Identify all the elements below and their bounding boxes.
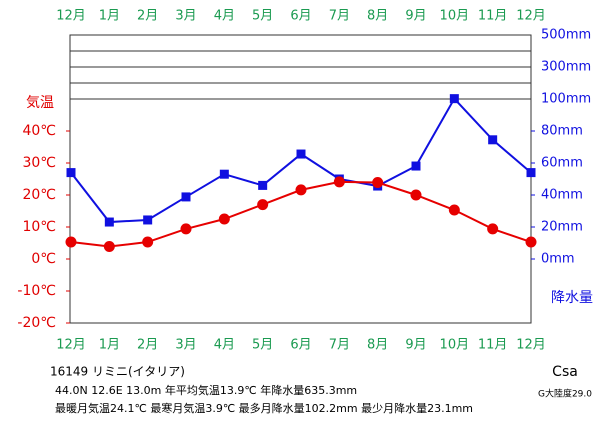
x-tick-label-top: 12月: [516, 9, 546, 24]
extremes-line: 最暖月気温24.1℃ 最寒月気温3.9℃ 最多月降水量102.2mm 最少月降水…: [55, 401, 473, 415]
y2-tick-label: 100mm: [541, 92, 591, 107]
x-tick-label: 7月: [329, 338, 350, 353]
point-marker: [142, 236, 154, 248]
point-marker: [410, 189, 422, 201]
y2-tick-label: 40mm: [541, 188, 583, 203]
x-tick-label: 12月: [516, 338, 546, 353]
x-tick-label: 12月: [56, 338, 86, 353]
y-tick-label: 30℃: [22, 155, 56, 171]
point-marker: [218, 213, 230, 225]
point-marker: [181, 192, 191, 202]
x-tick-label-top: 2月: [137, 9, 158, 24]
point-marker: [103, 241, 115, 253]
point-marker: [411, 161, 421, 171]
point-marker: [219, 169, 229, 179]
x-tick-label: 2月: [137, 338, 158, 353]
y-tick-label: 0℃: [31, 251, 56, 267]
x-tick-label-top: 5月: [252, 9, 273, 24]
y-axis-title: 気温: [26, 95, 54, 111]
y2-tick-label: 80mm: [541, 124, 583, 139]
point-marker: [488, 135, 498, 145]
point-marker: [66, 168, 76, 178]
point-marker: [526, 168, 536, 178]
point-marker: [525, 236, 537, 248]
x-tick-label-top: 11月: [478, 9, 508, 24]
y2-tick-label: 300mm: [541, 60, 591, 75]
x-tick-label: 1月: [99, 338, 120, 353]
point-marker: [180, 223, 192, 235]
y-tick-label: -20℃: [17, 315, 56, 331]
x-tick-label: 10月: [440, 338, 470, 353]
y-tick-label: 40℃: [22, 123, 56, 139]
location-line: 44.0N 12.6E 13.0m 年平均気温13.9℃ 年降水量635.3mm: [55, 383, 357, 397]
x-tick-label: 8月: [367, 338, 388, 353]
y2-tick-label: 20mm: [541, 220, 583, 235]
y-tick-label: -10℃: [17, 283, 56, 299]
point-marker: [487, 223, 499, 235]
point-marker: [372, 177, 384, 189]
point-marker: [448, 204, 460, 216]
y2-tick-label: 500mm: [541, 28, 591, 43]
x-tick-label-top: 1月: [99, 9, 120, 24]
x-tick-label: 5月: [252, 338, 273, 353]
point-marker: [104, 217, 114, 227]
y2-axis-title: 降水量: [551, 290, 593, 306]
x-tick-label-top: 3月: [175, 9, 196, 24]
x-tick-label-top: 7月: [329, 9, 350, 24]
y2-tick-label: 0mm: [541, 252, 575, 267]
x-tick-label: 9月: [405, 338, 426, 353]
point-marker: [65, 236, 77, 248]
y2-tick-label: 60mm: [541, 156, 583, 171]
point-marker: [257, 199, 269, 211]
x-tick-label: 4月: [214, 338, 235, 353]
x-tick-label-top: 6月: [290, 9, 311, 24]
y-tick-label: 20℃: [22, 187, 56, 203]
x-tick-label-top: 9月: [405, 9, 426, 24]
x-tick-label-top: 12月: [56, 9, 86, 24]
point-marker: [143, 215, 153, 225]
point-marker: [296, 149, 306, 159]
x-tick-label: 11月: [478, 338, 508, 353]
point-marker: [333, 176, 345, 188]
continentality: G大陸度29.0: [538, 388, 592, 400]
x-tick-label: 3月: [175, 338, 196, 353]
point-marker: [258, 180, 268, 190]
series-line: [70, 96, 532, 224]
plot-frame: [69, 34, 532, 324]
x-tick-label-top: 4月: [214, 9, 235, 24]
point-marker: [449, 94, 459, 104]
x-tick-label-top: 10月: [440, 9, 470, 24]
climate-class: Csa: [552, 364, 578, 380]
point-marker: [295, 184, 307, 196]
y-tick-label: 10℃: [22, 219, 56, 235]
x-tick-label: 6月: [290, 338, 311, 353]
x-tick-label-top: 8月: [367, 9, 388, 24]
station: 16149 リミニ(イタリア): [50, 365, 185, 379]
